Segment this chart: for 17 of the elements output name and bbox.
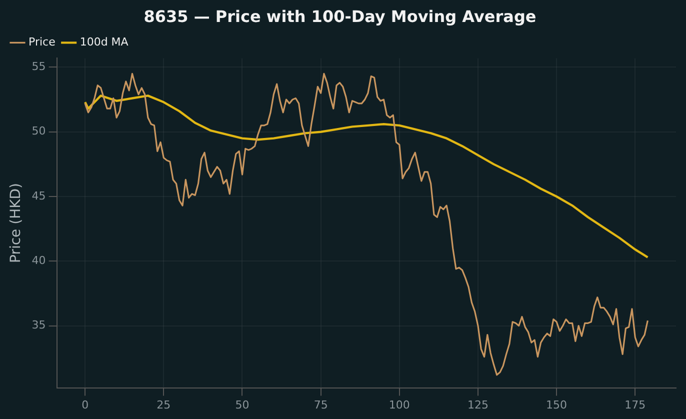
legend-label: Price [28, 36, 56, 49]
x-tick-label: 25 [156, 398, 171, 412]
y-tick-label: 40 [32, 254, 46, 267]
y-tick-label: 55 [32, 60, 46, 74]
x-tick-label: 125 [467, 398, 488, 412]
y-tick-label: 35 [32, 318, 46, 332]
x-tick-label: 175 [624, 398, 646, 412]
y-tick-label: 45 [32, 189, 46, 202]
x-tick-label: 50 [235, 398, 250, 412]
y-tick-label: 50 [32, 124, 46, 138]
y-axis-title: Price (HKD) [8, 182, 24, 264]
x-tick-label: 150 [546, 398, 568, 412]
chart-title: 8635 — Price with 100-Day Moving Average [144, 6, 536, 26]
x-tick-label: 100 [388, 398, 410, 412]
legend-label: 100d MA [80, 36, 129, 49]
x-tick-label: 75 [314, 398, 328, 412]
x-tick-label: 0 [82, 398, 89, 412]
